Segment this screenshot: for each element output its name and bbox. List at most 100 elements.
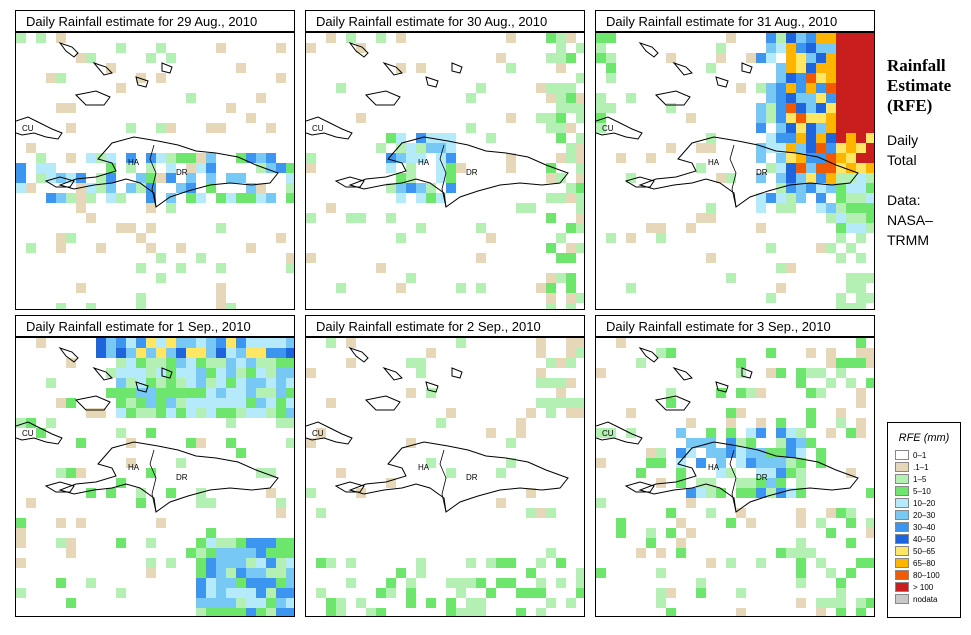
rainfall-cell: [796, 478, 806, 488]
rainfall-cell: [106, 163, 116, 173]
rainfall-cell: [856, 213, 866, 223]
legend-swatch: [895, 462, 909, 472]
rainfall-cell: [806, 153, 816, 163]
rainfall-cell: [76, 283, 86, 293]
rainfall-cell: [146, 398, 156, 408]
rainfall-cell: [646, 153, 656, 163]
rainfall-cell: [806, 33, 816, 43]
rainfall-cell: [406, 588, 416, 598]
rainfall-cell: [566, 93, 576, 103]
legend-label: nodata: [913, 595, 938, 604]
rainfall-cell: [386, 133, 396, 143]
rainfall-cell: [856, 113, 866, 123]
rainfall-cell: [846, 468, 856, 478]
rainfall-cell: [146, 53, 156, 63]
rainfall-cell: [226, 408, 236, 418]
rainfall-cell: [216, 43, 226, 53]
rainfall-cell: [786, 43, 796, 53]
rainfall-cell: [66, 233, 76, 243]
rainfall-cell: [786, 123, 796, 133]
side-description-line: Total: [887, 152, 917, 168]
rainfall-cell: [66, 398, 76, 408]
rainfall-cell: [456, 283, 466, 293]
rainfall-cell: [846, 53, 856, 63]
rainfall-cell: [66, 123, 76, 133]
rainfall-cell: [406, 438, 416, 448]
rainfall-cell: [436, 163, 446, 173]
rainfall-cell: [746, 448, 756, 458]
rainfall-cell: [776, 93, 786, 103]
rainfall-cell: [796, 558, 806, 568]
rainfall-cell: [806, 123, 816, 133]
rainfall-cell: [696, 213, 706, 223]
rainfall-cell: [866, 103, 874, 113]
rainfall-cell: [216, 303, 226, 309]
rainfall-cell: [816, 123, 826, 133]
rainfall-cell: [796, 93, 806, 103]
rainfall-cell: [816, 113, 826, 123]
rainfall-cell: [766, 103, 776, 113]
rainfall-cell: [806, 73, 816, 83]
rainfall-cell: [186, 163, 196, 173]
rainfall-cell: [156, 378, 166, 388]
rainfall-cell: [756, 53, 766, 63]
coastline: [741, 62, 753, 74]
border-line: [439, 144, 447, 208]
rainfall-cell: [86, 303, 96, 309]
rainfall-cell: [196, 568, 206, 578]
rainfall-cell: [576, 143, 584, 153]
rainfall-cell: [716, 388, 726, 398]
rainfall-cell: [206, 578, 216, 588]
map-label-dominican-republic: DR: [176, 168, 188, 177]
rainfall-cell: [836, 163, 846, 173]
map-canvas: CU HA DR: [596, 338, 874, 616]
rainfall-cell: [846, 43, 856, 53]
rainfall-cell: [776, 43, 786, 53]
rainfall-cell: [266, 588, 276, 598]
rainfall-cell: [826, 243, 836, 253]
rainfall-cell: [426, 143, 436, 153]
rainfall-cell: [736, 448, 746, 458]
coastline: [638, 441, 859, 513]
rainfall-cell: [166, 348, 176, 358]
legend-swatch: [895, 570, 909, 580]
border-line: [439, 449, 447, 513]
rainfall-cell: [766, 448, 776, 458]
rainfall-cell: [546, 303, 556, 309]
rainfall-cell: [796, 428, 806, 438]
rainfall-cell: [156, 153, 166, 163]
rainfall-cell: [456, 163, 466, 173]
rainfall-cell: [646, 448, 656, 458]
rainfall-cell: [836, 203, 846, 213]
rainfall-cell: [856, 253, 866, 263]
rainfall-cell: [156, 253, 166, 263]
rainfall-cell: [56, 73, 66, 83]
rainfall-cell: [506, 558, 516, 568]
rainfall-cell: [606, 103, 616, 113]
rainfall-cell: [236, 398, 246, 408]
rainfall-cell: [146, 368, 156, 378]
rainfall-cell: [546, 408, 556, 418]
rainfall-cell: [666, 508, 676, 518]
rainfall-cell: [796, 598, 806, 608]
map-label-dominican-republic: DR: [466, 473, 478, 482]
rainfall-cell: [666, 388, 676, 398]
rainfall-cell: [556, 253, 566, 263]
rainfall-cell: [846, 193, 856, 203]
rainfall-cell: [646, 538, 656, 548]
rainfall-cell: [186, 338, 196, 348]
rainfall-cell: [556, 113, 566, 123]
rainfall-cell: [246, 183, 256, 193]
rainfall-cell: [816, 388, 826, 398]
rainfall-cell: [576, 578, 584, 588]
rainfall-cell: [756, 388, 766, 398]
rainfall-cell: [406, 388, 416, 398]
rainfall-cell: [256, 578, 266, 588]
rainfall-cell: [186, 173, 196, 183]
rainfall-cell: [606, 233, 616, 243]
rainfall-cell: [856, 103, 866, 113]
legend-item: 40–50: [895, 534, 935, 545]
rainfall-cell: [806, 113, 816, 123]
rainfall-cell: [176, 378, 186, 388]
rainfall-cell: [566, 283, 576, 293]
